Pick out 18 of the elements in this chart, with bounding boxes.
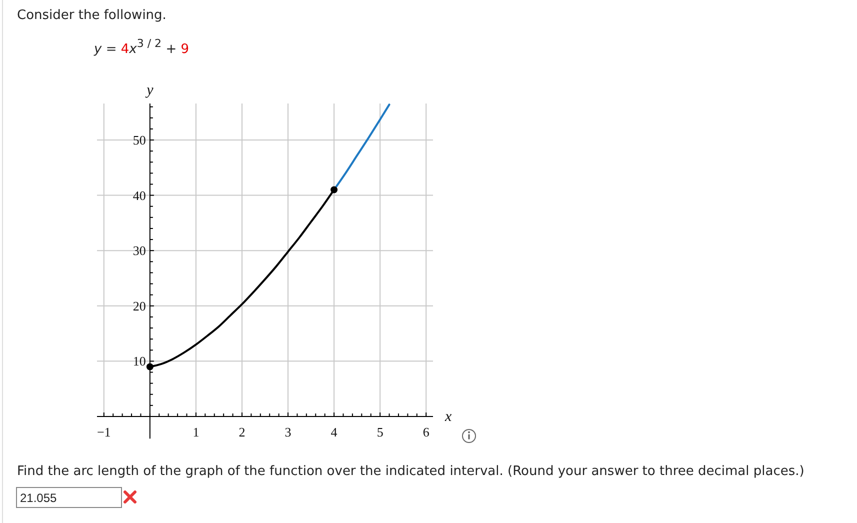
- y-tick-label: 30: [132, 243, 146, 258]
- chart-title: Consider the following.: [17, 8, 166, 23]
- text: Find the arc length of the graph of the function over the indicated interval. (Round your answer to three decimal places.): [17, 464, 804, 479]
- x-tick-label: 2: [238, 424, 246, 440]
- x-tick-label: 1: [192, 424, 200, 440]
- x-tick-label: 6: [422, 424, 430, 440]
- y-tick-label: 10: [132, 354, 146, 369]
- chart-subtitle: y = 4x$^{3 / 2}$ + 9: [93, 36, 190, 57]
- y-axis-title: y: [144, 82, 154, 98]
- x-tick-label: 3: [284, 424, 292, 440]
- x-tick-label: 5: [376, 424, 384, 440]
- text-field: 21.055: [16, 487, 122, 508]
- y-tick-label: 40: [132, 188, 146, 203]
- x-tick-label: 4: [330, 424, 338, 440]
- y-tick-label: 50: [132, 132, 146, 148]
- y-tick-label: 20: [132, 298, 146, 314]
- x-tick-label: −1: [96, 424, 111, 440]
- x-axis-title: x: [444, 408, 452, 425]
